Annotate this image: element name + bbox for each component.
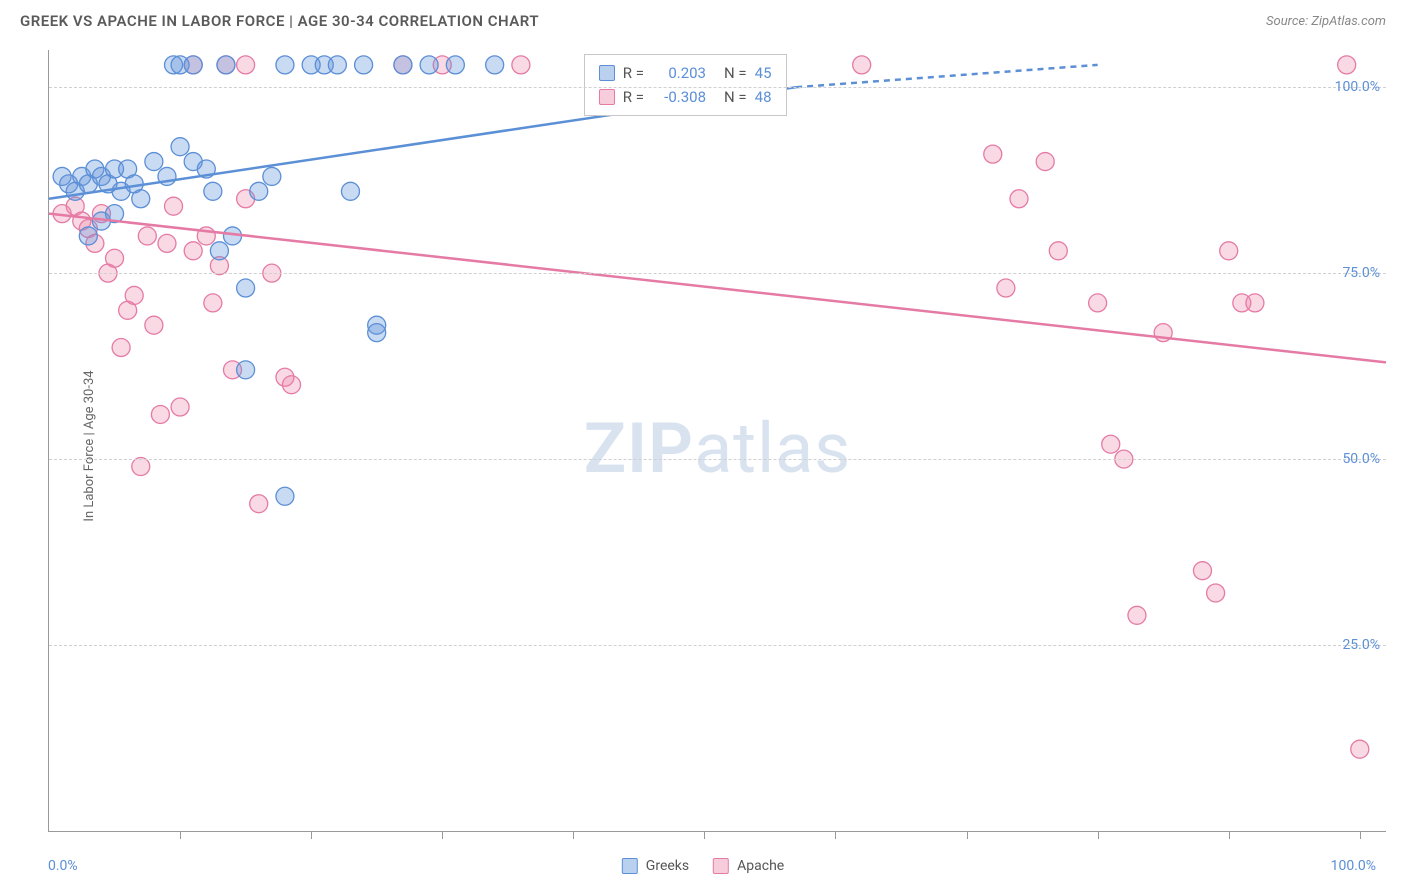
legend-swatch-greeks [622,858,638,874]
x-tick [1098,831,1099,839]
scatter-point [250,182,268,200]
scatter-point [1246,294,1264,312]
scatter-point [282,376,300,394]
scatter-point [204,294,222,312]
x-axis-min-label: 0.0% [48,858,78,874]
x-tick [573,831,574,839]
scatter-point [210,242,228,260]
scatter-point [151,405,169,423]
scatter-point [420,56,438,74]
scatter-point [106,249,124,267]
scatter-point [512,56,530,74]
scatter-point [276,56,294,74]
scatter-point [250,495,268,513]
scatter-point [1207,584,1225,602]
scatter-point [1036,153,1054,171]
scatter-point [158,234,176,252]
chart-title: GREEK VS APACHE IN LABOR FORCE | AGE 30-… [20,12,539,30]
chart-area: ZIPatlas R = 0.203 N = 45 R = -0.308 N =… [48,50,1386,832]
scatter-point [145,153,163,171]
y-tick-label: 50.0% [1342,451,1380,467]
scatter-point [132,190,150,208]
x-axis-max-label: 100.0% [1331,858,1376,874]
scatter-point [171,398,189,416]
scatter-point [1089,294,1107,312]
x-tick [835,831,836,839]
stat-swatch-greeks [599,65,615,81]
scatter-point [138,227,156,245]
x-tick [967,831,968,839]
scatter-point [997,279,1015,297]
scatter-point [237,361,255,379]
scatter-point [263,167,281,185]
source-label: Source: ZipAtlas.com [1266,14,1386,29]
scatter-point [237,279,255,297]
scatter-point [1338,56,1356,74]
stat-swatch-apache [599,89,615,105]
stat-row-apache: R = -0.308 N = 48 [599,85,772,109]
scatter-point [486,56,504,74]
scatter-point [355,56,373,74]
scatter-point [112,339,130,357]
stat-row-greeks: R = 0.203 N = 45 [599,61,772,85]
x-tick [1229,831,1230,839]
x-tick [1360,831,1361,839]
scatter-point [368,324,386,342]
scatter-point [184,242,202,260]
scatter-point [853,56,871,74]
y-tick-label: 75.0% [1342,265,1380,281]
scatter-point [1010,190,1028,208]
scatter-point [1102,435,1120,453]
correlation-stat-box: R = 0.203 N = 45 R = -0.308 N = 48 [584,54,787,116]
x-tick [180,831,181,839]
legend-swatch-apache [713,858,729,874]
scatter-point [984,145,1002,163]
scatter-point [328,56,346,74]
scatter-point [1351,740,1369,758]
scatter-point [184,56,202,74]
scatter-point [446,56,464,74]
scatter-point [79,227,97,245]
scatter-point [394,56,412,74]
scatter-point [165,197,183,215]
x-tick [311,831,312,839]
scatter-point [237,56,255,74]
legend-item-greeks: Greeks [622,858,689,874]
scatter-point [217,56,235,74]
bottom-legend: Greeks Apache [622,858,784,874]
plot-svg [49,50,1386,831]
scatter-point [145,316,163,334]
scatter-point [1193,562,1211,580]
x-tick [704,831,705,839]
scatter-point [1128,606,1146,624]
scatter-point [341,182,359,200]
scatter-point [204,182,222,200]
gridline-h [49,273,1386,274]
scatter-point [276,487,294,505]
x-tick [442,831,443,839]
scatter-point [125,286,143,304]
gridline-h [49,459,1386,460]
scatter-point [1049,242,1067,260]
scatter-point [171,138,189,156]
scatter-point [1220,242,1238,260]
legend-item-apache: Apache [713,858,784,874]
chart-header: GREEK VS APACHE IN LABOR FORCE | AGE 30-… [0,0,1406,38]
gridline-h [49,87,1386,88]
trend-line [796,65,1097,87]
y-tick-label: 25.0% [1342,637,1380,653]
scatter-point [132,458,150,476]
gridline-h [49,645,1386,646]
y-tick-label: 100.0% [1335,79,1380,95]
